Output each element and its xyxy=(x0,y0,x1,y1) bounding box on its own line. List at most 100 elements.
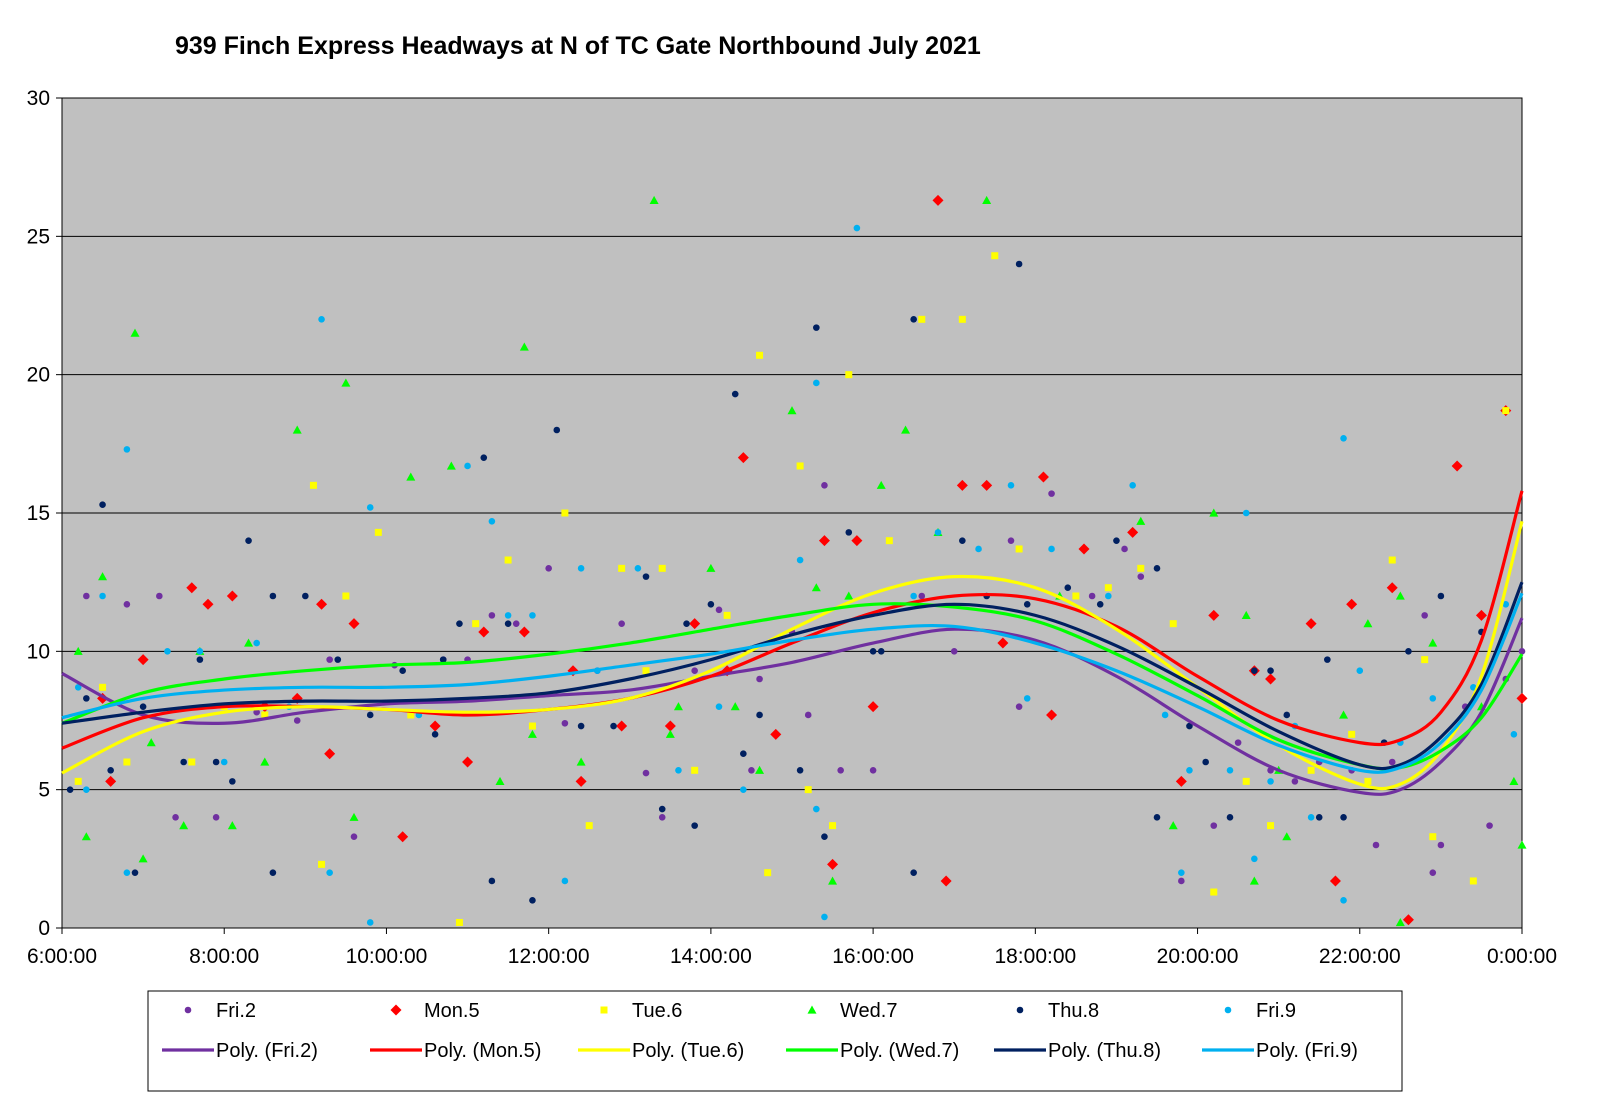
data-point xyxy=(326,869,333,876)
data-point xyxy=(956,479,968,491)
data-point xyxy=(1210,822,1218,829)
data-point xyxy=(212,758,220,766)
data-point xyxy=(576,757,586,766)
data-point xyxy=(545,565,552,572)
data-point xyxy=(1372,841,1380,849)
data-point xyxy=(504,620,512,627)
x-tick-label: 12:00:00 xyxy=(508,945,590,968)
data-point xyxy=(691,766,699,774)
y-tick-label: 25 xyxy=(27,225,50,248)
data-point xyxy=(845,529,853,536)
data-point xyxy=(107,767,114,774)
legend-label: Mon.5 xyxy=(424,1000,480,1022)
legend-label: Poly. (Wed.7) xyxy=(840,1040,959,1062)
data-point xyxy=(1153,565,1161,572)
data-point xyxy=(431,731,439,738)
data-point xyxy=(123,601,131,608)
data-point xyxy=(504,612,512,619)
legend-label: Poly. (Mon.5) xyxy=(424,1040,541,1062)
data-point xyxy=(1282,832,1292,841)
data-point xyxy=(1346,598,1358,610)
data-point xyxy=(348,618,360,630)
data-point xyxy=(610,722,617,730)
data-point xyxy=(98,572,108,581)
data-point xyxy=(138,854,148,863)
data-point xyxy=(575,775,587,787)
legend-label: Fri.2 xyxy=(216,1000,256,1022)
data-point xyxy=(374,528,382,536)
data-point xyxy=(1267,822,1275,830)
data-point xyxy=(1516,692,1528,704)
data-point xyxy=(730,702,740,711)
plot-area: 0 5 10 15 20 25 30 6:00:00 8:00:00 10:00:00 12:00:… xyxy=(27,87,1557,968)
data-point xyxy=(1388,556,1396,564)
data-point xyxy=(1023,695,1031,702)
data-point xyxy=(561,509,569,517)
legend-label: Thu.8 xyxy=(1048,1000,1099,1022)
data-point xyxy=(480,454,488,461)
data-point xyxy=(1340,814,1347,821)
data-point xyxy=(723,611,731,619)
y-tick-label: 10 xyxy=(27,640,50,663)
x-tick-label: 10:00:00 xyxy=(346,945,428,968)
data-point xyxy=(1226,767,1234,774)
data-point xyxy=(227,821,237,830)
y-tick-label: 0 xyxy=(38,917,50,940)
data-point xyxy=(212,814,220,821)
data-point xyxy=(519,342,529,351)
data-point xyxy=(818,535,830,547)
data-point xyxy=(1169,620,1177,628)
data-point xyxy=(1475,609,1487,621)
data-point xyxy=(804,711,812,719)
data-point xyxy=(691,822,698,829)
data-point xyxy=(853,224,861,232)
data-point xyxy=(406,472,416,481)
data-point xyxy=(683,620,690,627)
legend-box xyxy=(147,990,1403,1092)
data-point xyxy=(658,564,666,572)
data-point xyxy=(334,656,342,663)
x-tick-label: 22:00:00 xyxy=(1319,945,1401,968)
data-point xyxy=(1329,875,1341,887)
legend-label: Tue.6 xyxy=(632,1000,682,1022)
data-point xyxy=(220,758,228,766)
data-point xyxy=(244,638,254,647)
data-point xyxy=(455,918,463,926)
data-point xyxy=(981,479,993,491)
data-point xyxy=(731,390,739,398)
data-point xyxy=(196,656,204,663)
data-point xyxy=(1072,592,1080,600)
data-point xyxy=(932,194,944,206)
data-point xyxy=(1064,584,1072,591)
data-point xyxy=(804,786,812,794)
data-point xyxy=(488,877,496,885)
data-point xyxy=(1265,673,1277,685)
data-point xyxy=(934,529,942,536)
data-point xyxy=(618,564,626,572)
data-point xyxy=(642,667,650,675)
data-point xyxy=(1291,778,1299,785)
data-point xyxy=(1168,821,1178,830)
data-point xyxy=(528,722,536,730)
data-point xyxy=(495,776,505,785)
data-point xyxy=(83,695,90,702)
x-tick-label: 14:00:00 xyxy=(670,945,752,968)
data-point xyxy=(456,620,463,627)
data-point xyxy=(577,565,585,572)
data-point xyxy=(1046,709,1058,721)
data-point xyxy=(123,869,131,876)
data-point xyxy=(99,592,106,600)
data-point xyxy=(1518,648,1526,655)
data-point xyxy=(83,592,90,600)
data-point xyxy=(269,869,277,876)
data-point xyxy=(73,646,83,655)
data-point xyxy=(488,518,496,525)
x-tick-label: 6:00:00 xyxy=(27,945,97,968)
data-point xyxy=(829,822,837,830)
data-point xyxy=(1208,609,1220,621)
data-point xyxy=(940,875,952,887)
data-point xyxy=(1178,877,1185,885)
data-point xyxy=(821,913,828,921)
data-point xyxy=(770,728,782,740)
